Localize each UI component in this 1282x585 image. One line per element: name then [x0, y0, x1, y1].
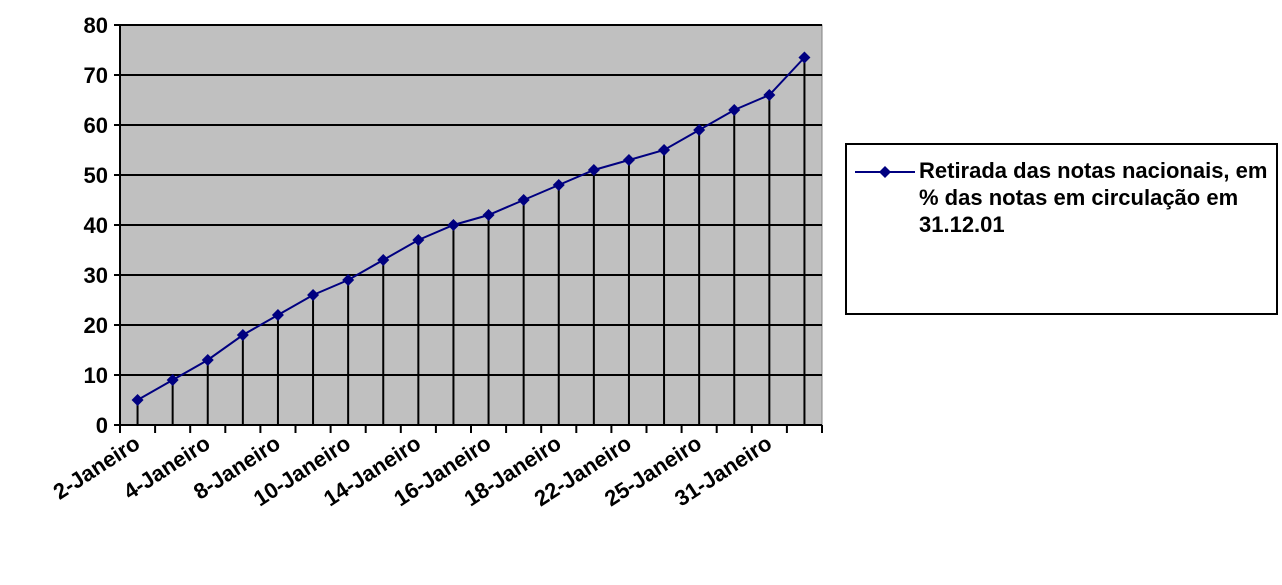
marker	[587, 164, 600, 176]
chart: 010203040506070802-Janeiro4-Janeiro8-Jan…	[49, 13, 823, 511]
marker	[728, 104, 741, 116]
marker	[658, 144, 671, 156]
marker	[166, 374, 179, 386]
marker	[131, 394, 144, 406]
marker	[236, 329, 249, 341]
legend: Retirada das notas nacionais, em % das n…	[845, 143, 1278, 315]
y-tick-label: 60	[84, 113, 108, 138]
y-tick-label: 50	[84, 163, 108, 188]
y-tick-label: 30	[84, 263, 108, 288]
marker	[377, 254, 390, 266]
marker	[798, 51, 811, 64]
y-tick-label: 10	[84, 363, 108, 388]
marker	[412, 234, 425, 246]
marker	[201, 354, 214, 366]
y-tick-label: 40	[84, 213, 108, 238]
marker	[482, 209, 495, 221]
marker	[342, 274, 355, 286]
legend-symbol	[855, 166, 915, 178]
marker	[517, 194, 530, 206]
marker	[552, 179, 565, 191]
legend-label: Retirada das notas nacionais, em % das n…	[919, 158, 1268, 237]
y-tick-label: 0	[96, 413, 108, 438]
marker	[622, 154, 635, 166]
marker	[447, 219, 460, 231]
marker	[693, 124, 706, 136]
legend-marker	[879, 166, 891, 178]
y-tick-label: 70	[84, 63, 108, 88]
y-tick-label: 20	[84, 313, 108, 338]
marker	[271, 309, 284, 321]
series-line	[137, 56, 806, 401]
y-tick-label: 80	[84, 13, 108, 38]
marker	[307, 289, 320, 301]
marker	[763, 89, 776, 101]
